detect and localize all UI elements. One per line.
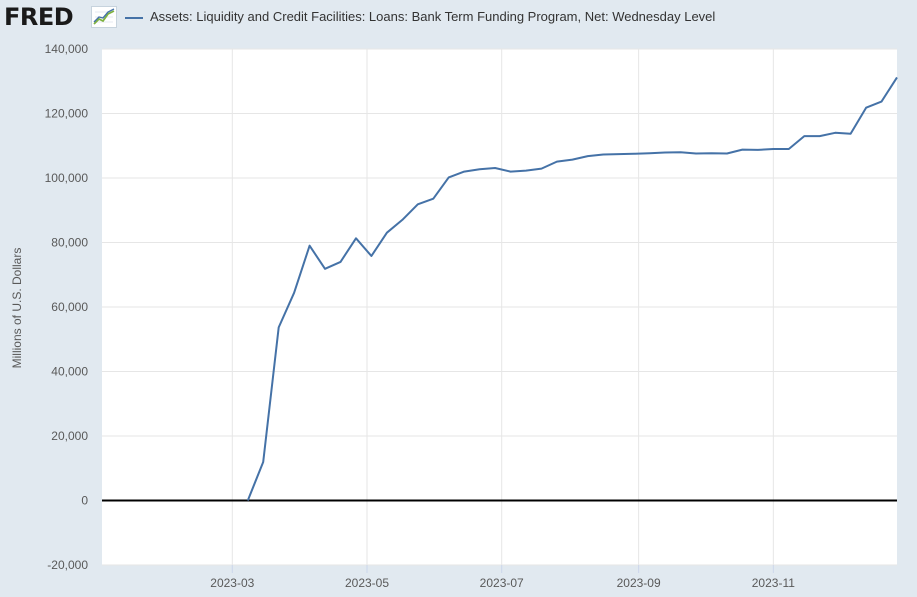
y-axis: -20,000 0 20,000 40,000 60,000 80,000 100,000 1… [45, 42, 89, 572]
x-tick-label: 2023-09 [617, 576, 661, 590]
y-tick-label: 0 [81, 494, 88, 508]
fred-logo[interactable]: FRED [4, 3, 74, 31]
legend-series-swatch [125, 17, 143, 19]
fred-chart-icon [91, 6, 117, 28]
y-tick-label: 40,000 [51, 365, 88, 379]
y-tick-label: 20,000 [51, 429, 88, 443]
x-tick-label: 2023-05 [345, 576, 389, 590]
y-tick-label: 60,000 [51, 300, 88, 314]
series-line[interactable] [246, 76, 898, 501]
y-tick-label: -20,000 [47, 558, 88, 572]
x-axis: 2023-03 2023-05 2023-07 2023-09 2023-11 [210, 565, 795, 590]
x-tick-label: 2023-03 [210, 576, 254, 590]
chart-header: FRED Assets: Liquidity and Credit Facili… [0, 0, 917, 34]
x-tick-label: 2023-07 [480, 576, 524, 590]
legend-series-label: Assets: Liquidity and Credit Facilities:… [150, 9, 716, 24]
series-layer [246, 76, 898, 501]
y-tick-label: 140,000 [45, 42, 89, 56]
x-tick-label: 2023-11 [752, 576, 795, 590]
y-tick-label: 80,000 [51, 236, 88, 250]
y-tick-label: 120,000 [45, 107, 89, 121]
y-tick-label: 100,000 [45, 171, 89, 185]
